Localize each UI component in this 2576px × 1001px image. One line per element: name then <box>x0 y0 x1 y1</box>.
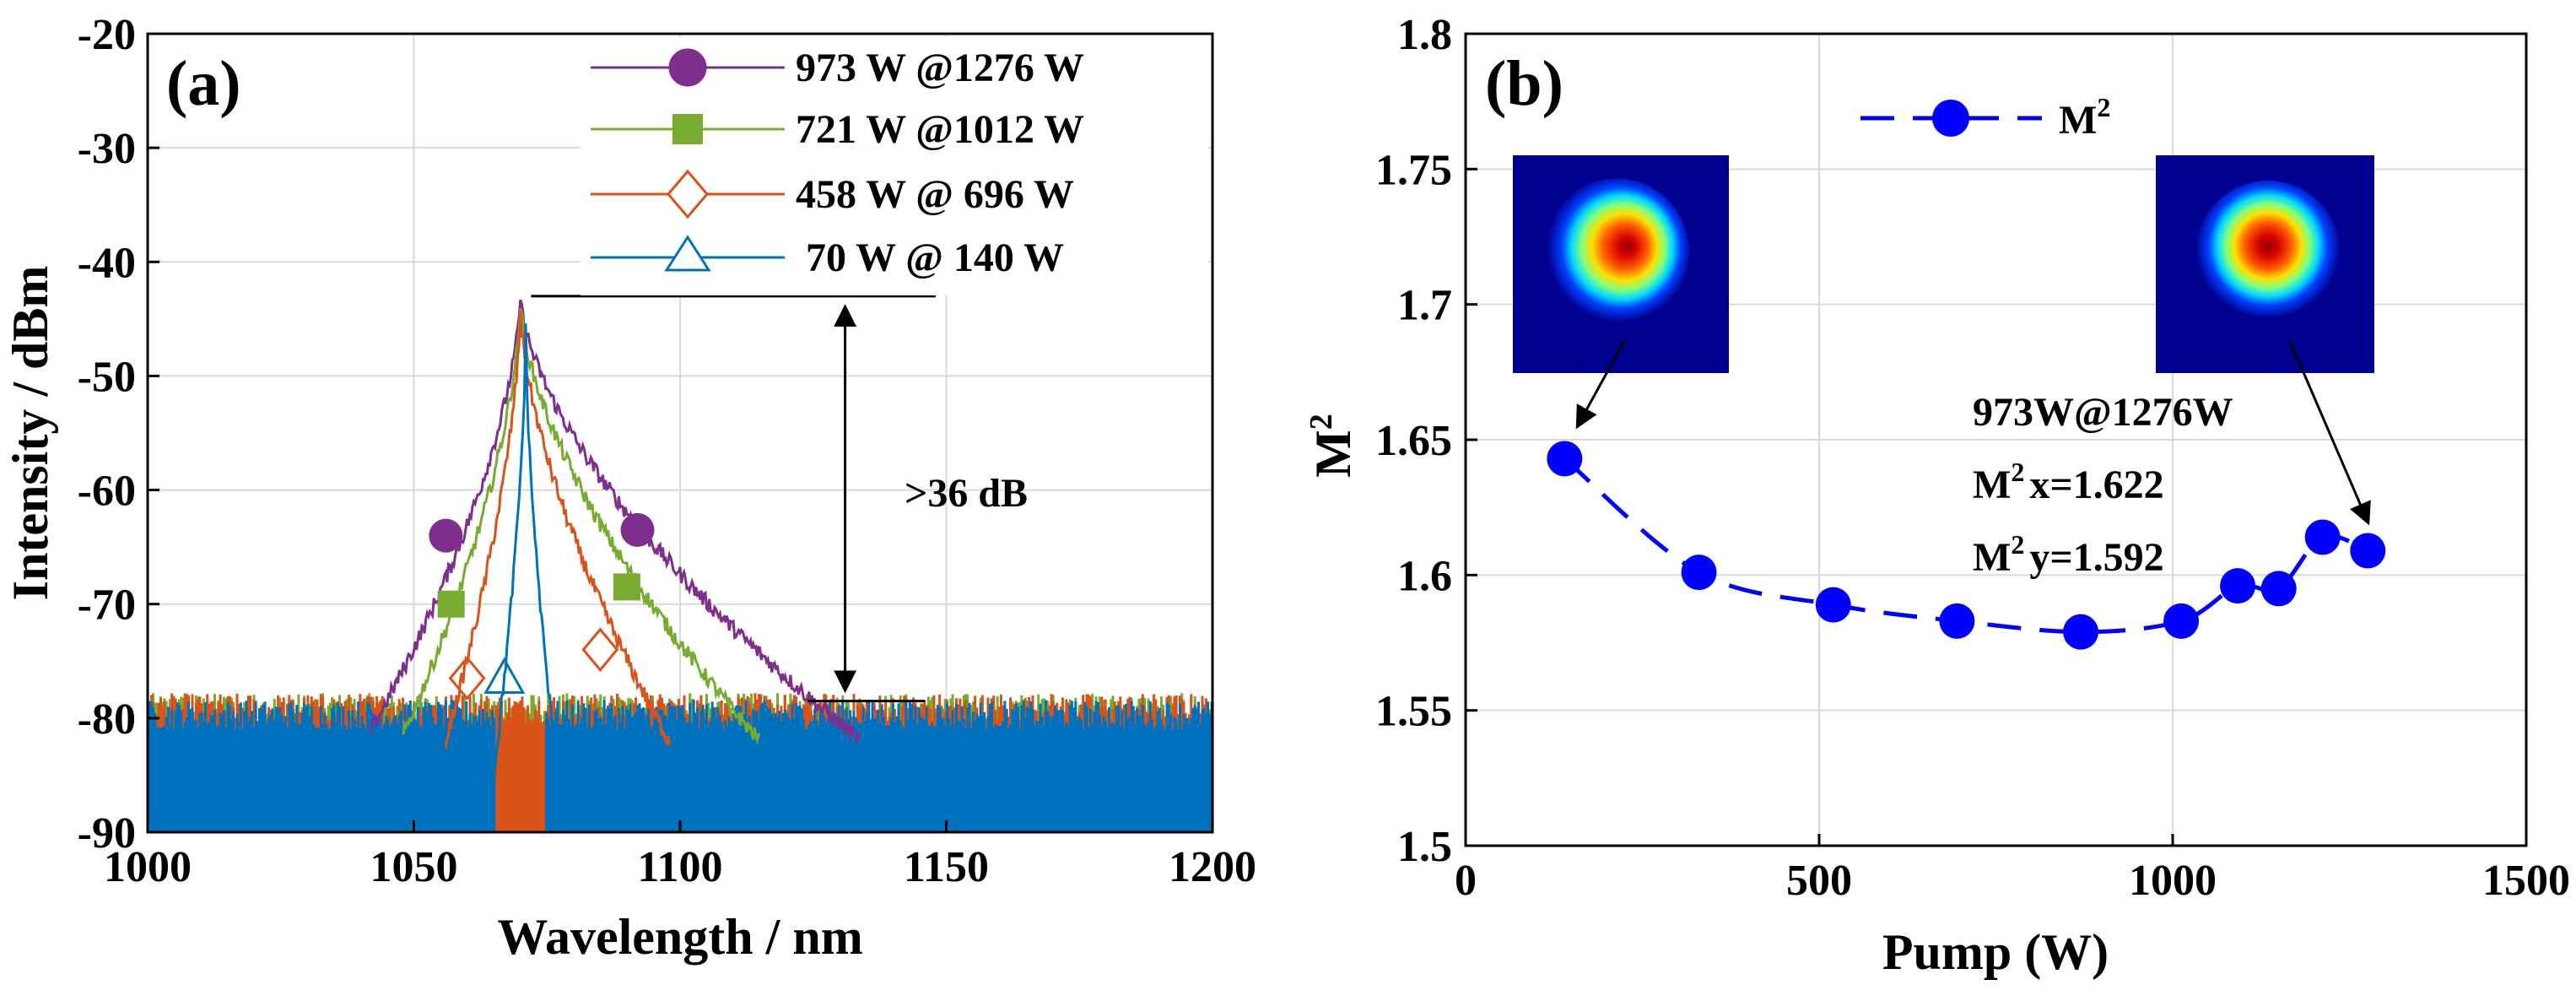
legend-marker-diamond <box>667 169 709 219</box>
m2-ytick-label: 1.55 <box>1375 688 1452 736</box>
spectrum-xtick-label: 1150 <box>904 843 989 891</box>
spectrum-line <box>492 323 559 782</box>
spectrum-xtick-label: 1000 <box>104 843 192 891</box>
spectrum-line <box>444 311 671 749</box>
spectrum-marker-triangle <box>483 657 526 695</box>
legend-entry-70W: 70 W @ 140 W <box>591 235 1064 280</box>
legend-label: 973 W @1276 W <box>796 46 1084 90</box>
spectrum-y-axis-label: Intensity / dBm <box>3 266 58 601</box>
spectrum-xtick-label: 1100 <box>637 843 722 891</box>
legend-entry-973W: 973 W @1276 W <box>591 46 1084 90</box>
legend-entry-721W: 721 W @1012 W <box>591 107 1084 152</box>
m2-ticks: 0 500 1000 1500 1.8 1.75 1.7 1.65 1.6 1.55 1.5 <box>1375 11 2570 905</box>
m2x-annotation: M2 x=1.622 <box>1973 457 2164 507</box>
m2-ytick-label: 1.75 <box>1375 146 1452 194</box>
m2-x-axis-label: Pump (W) <box>1882 924 2109 980</box>
legend-marker-square <box>672 114 703 144</box>
m2-data-point <box>1815 587 1851 623</box>
m2-series <box>1547 441 2386 650</box>
m2-data-point <box>2063 614 2099 650</box>
spectrum-ytick-label: -30 <box>78 125 136 173</box>
spectrum-ticks: 1000 1050 1100 1150 1200 -20 -30 -40 -50 -60 -70 -8… <box>78 11 1256 891</box>
spectrum-ytick-label: -40 <box>78 239 136 287</box>
legend-marker-circle <box>668 48 707 87</box>
m2-xtick-label: 0 <box>1455 857 1477 905</box>
spectrum-xtick-label: 1050 <box>370 843 458 891</box>
spectrum-marker-circle <box>429 518 463 553</box>
m2-data-point <box>2350 533 2386 569</box>
spectrum-panel: 1000 1050 1100 1150 1200 -20 -30 -40 -50 -60 -70 -8… <box>3 11 1256 965</box>
m2-y-axis-label: M2 <box>1304 414 1361 478</box>
spectrum-ytick-label: -20 <box>78 11 136 59</box>
spectrum-series <box>370 299 862 782</box>
spectrum-noise-fill <box>545 792 1211 831</box>
panel-a-label: (a) <box>166 48 241 119</box>
m2-data-point <box>1681 555 1717 591</box>
legend-label: M2 <box>2059 92 2110 143</box>
m2-ytick-label: 1.5 <box>1397 823 1452 871</box>
snr-annotation: >36 dB <box>531 295 1028 703</box>
spectrum-noise-floor <box>146 693 1213 831</box>
m2-data-point <box>2304 519 2341 555</box>
legend-label: 70 W @ 140 W <box>806 235 1064 280</box>
spectrum-marker-square <box>613 573 640 601</box>
spectrum-ytick-label: -90 <box>78 809 136 858</box>
spectrum-noise-fill <box>149 792 495 831</box>
m2-ytick-label: 1.7 <box>1397 282 1452 330</box>
spectrum-marker-diamond <box>448 656 486 701</box>
m2-data-point <box>2260 571 2297 607</box>
spectrum-x-axis-label: Wavelength / nm <box>497 909 862 965</box>
m2-data-point <box>2163 603 2200 639</box>
legend-label: 458 W @ 696 W <box>796 172 1074 217</box>
legend-marker-triangle <box>664 235 711 272</box>
beam-spot <box>2195 181 2341 326</box>
spectrum-ytick-label: -70 <box>78 582 136 630</box>
beam-profile-inset-high-power <box>2156 155 2374 373</box>
m2-xtick-label: 1000 <box>2129 857 2217 905</box>
condition-label: 973W@1276W <box>1973 390 2233 435</box>
snr-text: >36 dB <box>905 471 1028 516</box>
spectrum-xtick-label: 1200 <box>1169 843 1256 891</box>
inset-arrow-low-power <box>1575 340 1626 430</box>
beam-spot <box>1544 178 1689 327</box>
inset-arrow-high-power <box>2288 340 2371 526</box>
m2-data-point <box>1547 441 1583 477</box>
m2-xtick-label: 1500 <box>2482 857 2570 905</box>
panel-b-label: (b) <box>1485 48 1563 119</box>
m2-ytick-label: 1.65 <box>1375 417 1452 465</box>
m2-ytick-label: 1.6 <box>1397 552 1452 600</box>
legend-entry-458W: 458 W @ 696 W <box>591 169 1074 219</box>
spectrum-legend: 973 W @1276 W 721 W @1012 W 458 W @ 696 … <box>581 37 1208 295</box>
spectrum-markers <box>429 512 655 701</box>
spectrum-marker-circle <box>620 512 655 547</box>
legend-marker-circle <box>1932 100 1969 137</box>
beam-profile-inset-low-power <box>1513 155 1729 373</box>
m2-data-point <box>1939 603 1975 639</box>
spectrum-ytick-label: -60 <box>78 468 136 516</box>
m2-ytick-label: 1.8 <box>1397 11 1452 59</box>
m2y-annotation: M2 y=1.592 <box>1973 529 2164 580</box>
m2-data-point <box>2220 568 2256 604</box>
m2-xtick-label: 500 <box>1786 857 1852 905</box>
spectrum-marker-diamond <box>581 627 619 673</box>
spectrum-ytick-label: -80 <box>78 695 136 744</box>
spectrum-ytick-label: -50 <box>78 353 136 401</box>
m2-legend: M2 <box>1860 92 2110 143</box>
legend-label: 721 W @1012 W <box>796 107 1084 152</box>
spectrum-marker-square <box>437 590 465 618</box>
spectrum-line <box>402 308 761 745</box>
spectrum-line <box>370 299 862 744</box>
